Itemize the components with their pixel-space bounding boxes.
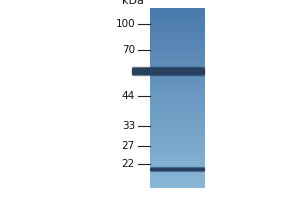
Text: 44: 44 <box>122 91 135 101</box>
Text: 70: 70 <box>122 45 135 55</box>
Text: 100: 100 <box>116 19 135 29</box>
Text: kDa: kDa <box>122 0 144 6</box>
Text: 27: 27 <box>122 141 135 151</box>
Text: 33: 33 <box>122 121 135 131</box>
Text: 22: 22 <box>122 159 135 169</box>
